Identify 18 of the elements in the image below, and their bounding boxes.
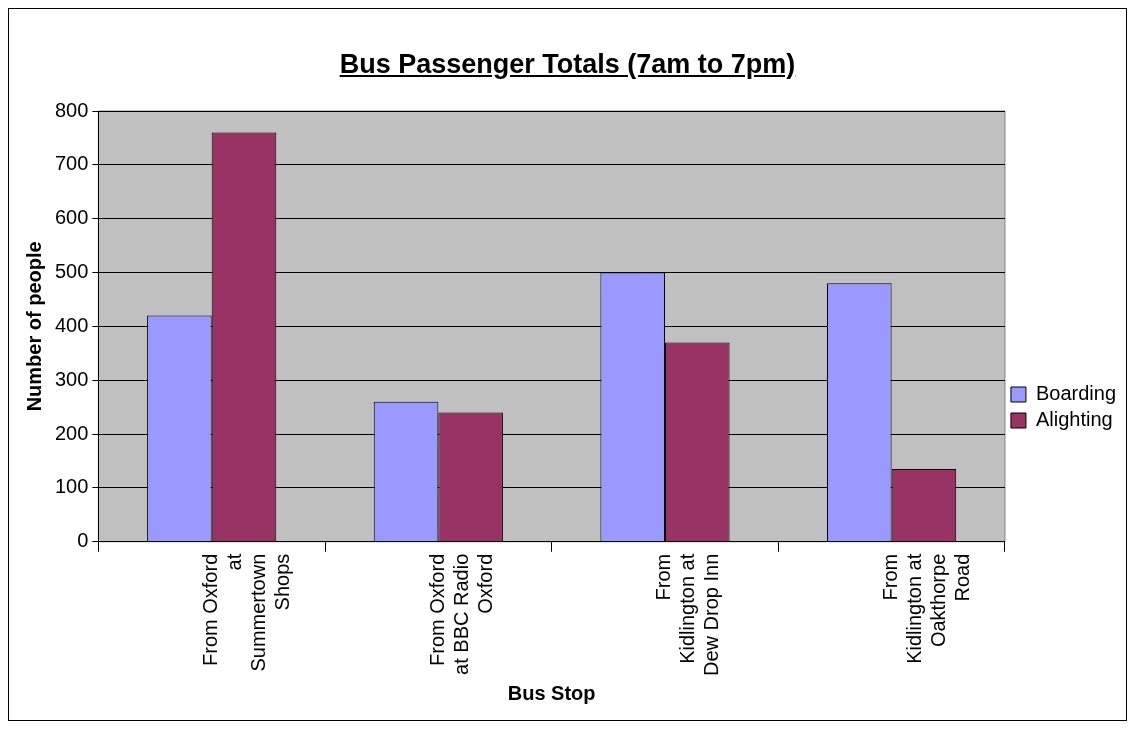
y-tick-label: 500 (54, 260, 89, 283)
y-tick-label: 700 (54, 152, 89, 175)
y-tick-label: 400 (54, 313, 89, 336)
x-axis-title: Bus Stop (507, 681, 596, 704)
y-axis-title: Number of people (22, 241, 45, 412)
y-tick-label: 600 (54, 206, 89, 229)
x-tick-label: From Oxford at BBC Radio Oxford (425, 553, 496, 675)
x-tick-label: From Kidlington at Oakthorpe Road (879, 553, 974, 664)
y-tick-label: 800 (54, 98, 89, 121)
y-tick-label: 300 (54, 367, 89, 390)
y-tick-label: 0 (77, 529, 89, 552)
y-tick-label: 100 (54, 475, 89, 498)
legend-label: Alighting (1035, 408, 1113, 431)
legend-label: Boarding (1035, 382, 1116, 405)
x-tick-label: From Kidlington at Dew Drop Inn (652, 553, 723, 677)
x-tick-label: From Oxford at Summertown Shops (199, 553, 294, 672)
chart-title: Bus Passenger Totals (7am to 7pm) (338, 48, 797, 81)
y-tick-label: 200 (54, 421, 89, 444)
